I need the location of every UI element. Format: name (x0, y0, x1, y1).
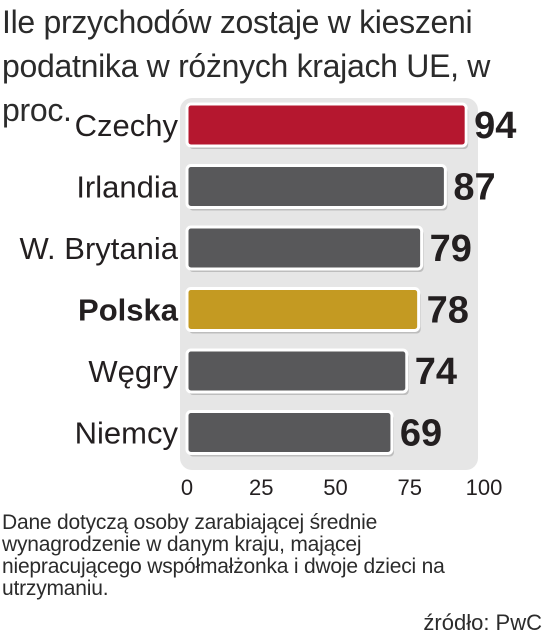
value-label: 87 (453, 167, 495, 209)
bar-niemcy (185, 410, 394, 455)
x-tick-label: 50 (323, 475, 347, 500)
bar-chart: Czechy 94 Irlandia 87 W. Brytania 79 Polska 78 W… (20, 98, 516, 500)
value-label: 78 (427, 290, 469, 332)
source-label: źródło: PwC (423, 610, 542, 635)
x-tick-label: 25 (249, 475, 273, 500)
footnote: Dane dotyczą osoby zarabiającej średnie … (2, 511, 445, 600)
value-label: 69 (400, 413, 442, 455)
value-label: 74 (415, 351, 457, 393)
category-label: W. Brytania (20, 231, 179, 266)
bar-w-brytania (185, 225, 424, 271)
bar-węgry (185, 348, 409, 394)
value-label: 79 (430, 228, 472, 270)
x-tick-label: 100 (466, 475, 503, 500)
x-tick-label: 0 (181, 475, 193, 500)
chart-title: Ile przychodów zostaje w kieszeni podatn… (2, 4, 491, 128)
bar-irlandia (185, 164, 447, 209)
bar-polska (185, 287, 421, 332)
value-label: 94 (474, 105, 516, 147)
category-label: Polska (78, 293, 179, 328)
category-label: Irlandia (76, 170, 178, 205)
category-label: Węgry (88, 354, 178, 389)
category-label: Czechy (75, 108, 179, 143)
x-tick-label: 75 (398, 475, 422, 500)
bar-czechy (185, 102, 468, 148)
category-label: Niemcy (75, 416, 179, 451)
